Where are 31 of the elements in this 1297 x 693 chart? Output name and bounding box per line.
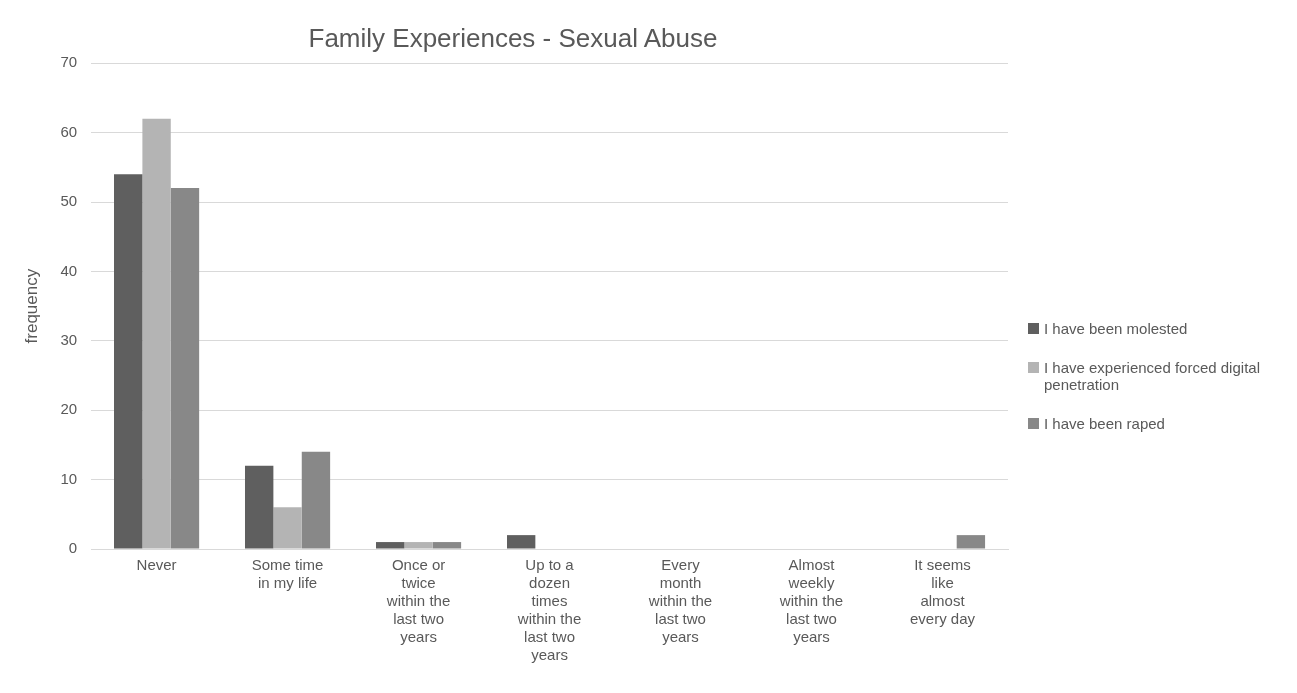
y-axis-title: frequency [21, 268, 41, 344]
bar [375, 542, 405, 549]
bar [170, 188, 200, 549]
x-tick-label: Every month within the last two years [647, 556, 713, 646]
y-tick-label: 20 [60, 400, 78, 418]
legend-label: I have been raped [1044, 414, 1165, 432]
bar [432, 542, 462, 549]
y-tick-label: 60 [60, 122, 78, 140]
bar [506, 535, 536, 549]
bar [114, 174, 143, 549]
x-tick-label: Once or twice within the last two years [385, 556, 451, 646]
bar [956, 535, 986, 549]
chart-title: Family Experiences - Sexual Abuse [308, 22, 718, 53]
legend-label: I have experienced forced digital penetration [1044, 358, 1261, 393]
x-tick-label: Almost weekly within the last two years [778, 556, 844, 646]
y-tick-label: 50 [60, 192, 78, 210]
legend-label: I have been molested [1044, 319, 1188, 337]
bar [301, 451, 331, 549]
x-tick-label: Up to a dozen times within the last two years [516, 556, 582, 664]
bar [245, 465, 274, 549]
x-tick-label: Never [136, 556, 177, 574]
x-tick-label: Some time in my life [251, 556, 324, 592]
y-tick-label: 30 [60, 330, 78, 348]
y-tick-label: 0 [68, 539, 78, 557]
bar [404, 542, 433, 549]
bar [142, 118, 171, 549]
y-tick-label: 70 [60, 53, 78, 71]
x-tick-label: It seems like almost every day [909, 556, 976, 628]
bar [273, 507, 302, 549]
y-tick-label: 40 [60, 261, 78, 279]
y-tick-label: 10 [60, 469, 78, 487]
